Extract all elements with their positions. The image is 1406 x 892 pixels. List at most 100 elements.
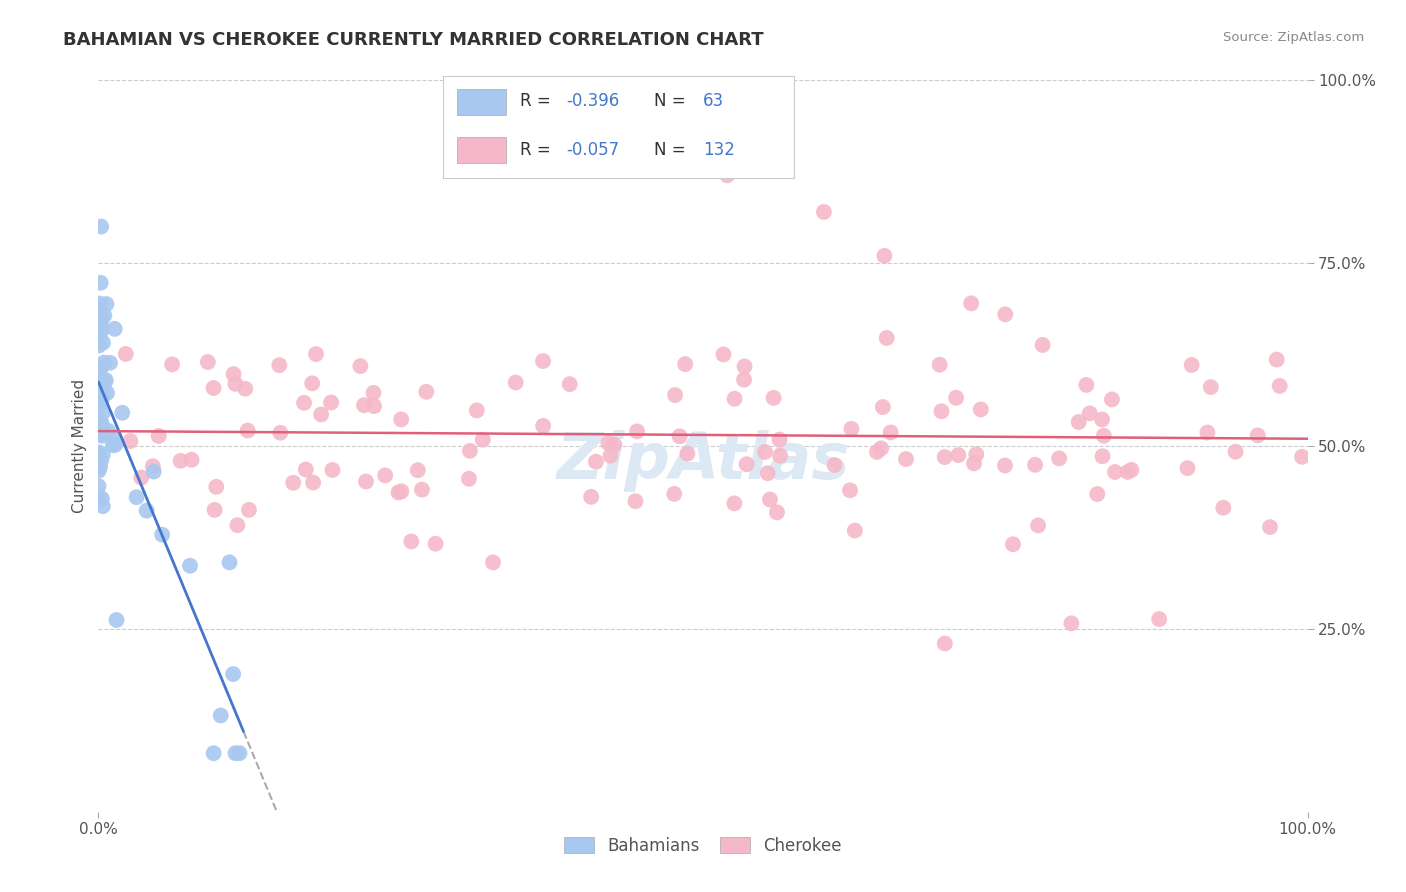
Text: 63: 63: [703, 93, 724, 111]
Point: [179, 558, 201, 573]
Text: -0.057: -0.057: [565, 141, 619, 159]
Point: [224, 376, 246, 391]
Point: [269, 358, 291, 372]
Point: [89, 397, 111, 411]
Point: [226, 518, 249, 533]
Point: [104, 322, 127, 336]
Point: [363, 399, 385, 413]
Point: [733, 373, 755, 387]
Point: [125, 490, 148, 504]
Point: [180, 452, 202, 467]
Point: [1177, 461, 1199, 475]
Point: [93, 356, 115, 370]
Point: [160, 357, 183, 371]
Point: [1291, 450, 1313, 464]
Point: [87, 445, 110, 459]
Point: [98, 356, 121, 370]
Point: [87, 479, 110, 493]
Point: [465, 403, 488, 417]
Point: [305, 347, 328, 361]
FancyBboxPatch shape: [457, 137, 506, 163]
Point: [204, 503, 226, 517]
Point: [169, 454, 191, 468]
Point: [91, 387, 114, 401]
Point: [585, 455, 607, 469]
Point: [89, 313, 111, 327]
Text: Source: ZipAtlas.com: Source: ZipAtlas.com: [1223, 31, 1364, 45]
Point: [89, 492, 111, 507]
Point: [928, 358, 950, 372]
Point: [558, 377, 581, 392]
Point: [735, 457, 758, 471]
Point: [309, 408, 332, 422]
Point: [89, 296, 111, 310]
Point: [105, 613, 128, 627]
Point: [841, 422, 863, 436]
Point: [411, 483, 433, 497]
Point: [222, 667, 245, 681]
Point: [89, 390, 111, 404]
Point: [89, 459, 111, 474]
Point: [1121, 463, 1143, 477]
Point: [1199, 380, 1222, 394]
Point: [598, 436, 620, 450]
Point: [765, 146, 787, 161]
Point: [1091, 412, 1114, 426]
Point: [89, 362, 111, 376]
Point: [87, 338, 110, 352]
Point: [579, 490, 602, 504]
Point: [603, 438, 626, 452]
Point: [401, 534, 423, 549]
Point: [353, 398, 375, 412]
Point: [970, 402, 993, 417]
Point: [209, 708, 232, 723]
Point: [87, 317, 110, 331]
Point: [716, 169, 738, 183]
Point: [1078, 406, 1101, 420]
Point: [1067, 415, 1090, 429]
Point: [1024, 458, 1046, 472]
Point: [131, 470, 153, 484]
Point: [945, 391, 967, 405]
Point: [89, 412, 111, 426]
Point: [94, 373, 117, 387]
Point: [91, 335, 114, 350]
Point: [713, 347, 735, 361]
Point: [218, 555, 240, 569]
Point: [531, 354, 554, 368]
Point: [91, 406, 114, 420]
Point: [1047, 451, 1070, 466]
Point: [1104, 465, 1126, 479]
Point: [1101, 392, 1123, 407]
Point: [766, 505, 789, 519]
Point: [205, 480, 228, 494]
Point: [664, 487, 686, 501]
Point: [96, 297, 118, 311]
Point: [142, 465, 165, 479]
Point: [238, 503, 260, 517]
Point: [96, 386, 118, 401]
Point: [89, 427, 111, 442]
Text: R =: R =: [520, 93, 557, 111]
Point: [90, 219, 112, 234]
Point: [91, 322, 114, 336]
Point: [1247, 428, 1270, 442]
Point: [89, 449, 111, 463]
Point: [135, 503, 157, 517]
Point: [93, 423, 115, 437]
Point: [321, 463, 343, 477]
Point: [104, 438, 127, 452]
Point: [91, 499, 114, 513]
Point: [222, 367, 245, 381]
Point: [824, 458, 846, 472]
Point: [1197, 425, 1219, 440]
Point: [90, 454, 112, 468]
Point: [91, 311, 114, 326]
Point: [894, 452, 917, 467]
Point: [994, 307, 1017, 321]
Point: [624, 494, 647, 508]
Point: [389, 412, 412, 426]
Point: [224, 746, 246, 760]
Point: [283, 475, 305, 490]
Point: [676, 446, 699, 460]
